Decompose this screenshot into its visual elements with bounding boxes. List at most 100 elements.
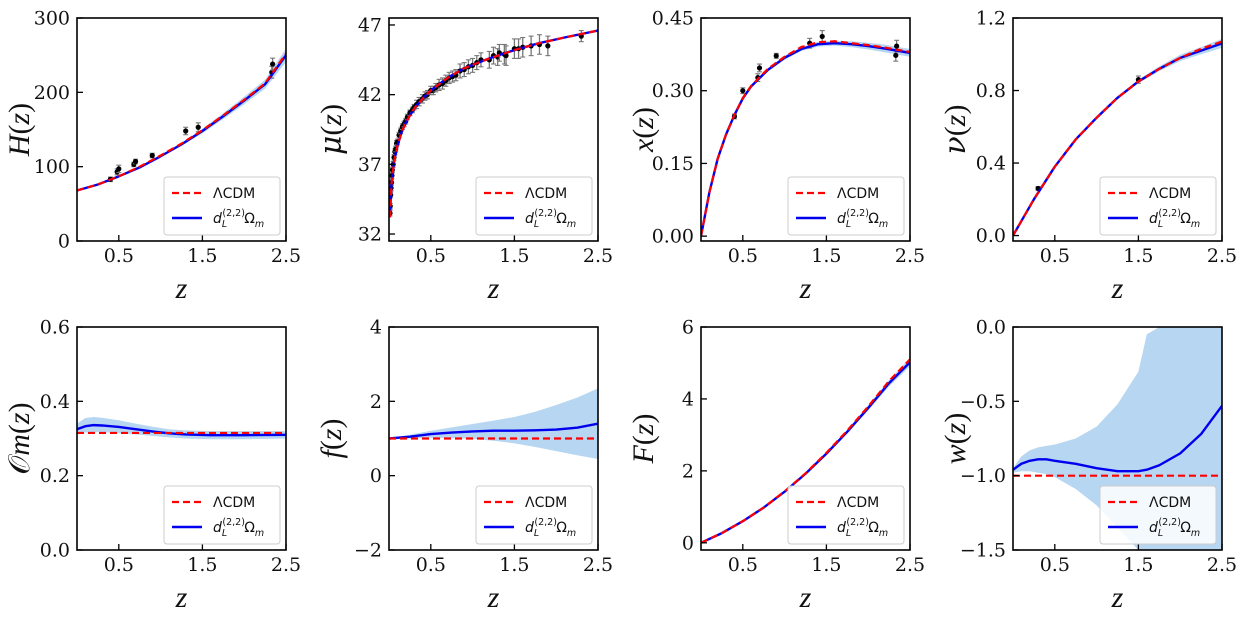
- legend-label-reconstruction: d(2,2) L Ωm: [837, 517, 888, 539]
- x-tick-label: 1.5: [187, 554, 217, 576]
- y-axis-label: F(z): [627, 413, 660, 464]
- subplot-5: 0.5 1.5 2.5 0.0 0.2 0.4 0.6 z 𝒪m(z) ΛCDM d(2,2) L Ωm: [2, 317, 301, 615]
- data-point: [195, 124, 201, 130]
- legend-label-lcdm: ΛCDM: [525, 495, 567, 511]
- x-axis-label: z: [487, 272, 500, 305]
- y-tick-label: 37: [358, 154, 382, 176]
- y-axis-label: 𝒪m(z): [2, 402, 37, 474]
- data-point: [819, 33, 825, 40]
- subplot-3: 0.5 1.5 2.5 0.00 0.15 0.30 0.45 z x(z) ΛCDM d(2,2)…: [627, 8, 925, 306]
- y-tick-label: 100: [34, 156, 70, 178]
- y-tick-label: 0.0: [976, 225, 1006, 247]
- legend-box: [475, 485, 593, 545]
- legend-label-reconstruction: d(2,2) L Ωm: [1149, 208, 1200, 230]
- legend: ΛCDM d(2,2) L Ωm: [163, 176, 281, 236]
- y-tick-label: 4: [370, 317, 382, 339]
- plot-area: [1013, 38, 1222, 237]
- axes-frame: [76, 17, 287, 242]
- plot-area: [77, 48, 286, 192]
- axes-frame: [388, 17, 599, 242]
- x-tick-label: 0.5: [104, 554, 134, 576]
- y-tick-label: 0: [370, 465, 382, 487]
- legend-label-reconstruction: d(2,2) L Ωm: [213, 208, 264, 230]
- x-tick-label: 0.5: [416, 554, 446, 576]
- x-tick-label: 2.5: [895, 554, 925, 576]
- reconstruction-curve: [389, 422, 598, 440]
- legend-label-lcdm: ΛCDM: [213, 495, 255, 511]
- x-tick-label: 0.5: [416, 245, 446, 267]
- reconstruction-curve: [1013, 405, 1222, 473]
- x-tick-label: 2.5: [895, 245, 925, 267]
- legend-label-reconstruction: d(2,2) L Ωm: [525, 517, 576, 539]
- x-tick-label: 2.5: [271, 245, 301, 267]
- y-tick-label: 0.4: [40, 391, 70, 413]
- data-point: [893, 52, 899, 58]
- x-axis-label: z: [1111, 581, 1124, 614]
- y-tick-label: 2: [682, 460, 694, 482]
- x-tick-label: 1.5: [1123, 554, 1153, 576]
- legend-label-lcdm: ΛCDM: [525, 186, 567, 202]
- y-tick-label: 300: [34, 8, 70, 30]
- legend-box: [163, 176, 281, 236]
- legend-box: [787, 485, 905, 545]
- legend: ΛCDM d(2,2) L Ωm: [163, 485, 281, 545]
- y-tick-label: 0.00: [652, 226, 694, 248]
- legend: ΛCDM d(2,2) L Ωm: [1099, 176, 1217, 236]
- y-tick-label: 2: [370, 391, 382, 413]
- lcdm-curve: [1013, 40, 1222, 237]
- axes-frame: [388, 326, 599, 551]
- data-point: [116, 166, 122, 172]
- legend-box: [1099, 176, 1217, 236]
- data-point: [183, 128, 189, 134]
- x-tick-label: 1.5: [811, 245, 841, 267]
- legend: ΛCDM d(2,2) L Ωm: [475, 485, 593, 545]
- y-tick-label: −1.5: [960, 540, 1006, 562]
- reconstruction-curve: [77, 54, 286, 192]
- y-tick-label: 0.2: [40, 465, 70, 487]
- reconstruction-curve: [77, 423, 286, 437]
- y-tick-label: 0.0: [40, 540, 70, 562]
- y-tick-label: 32: [358, 224, 382, 246]
- y-tick-label: 0.4: [976, 153, 1006, 175]
- y-tick-label: 0.30: [652, 80, 694, 102]
- axes-frame: [1012, 326, 1223, 551]
- y-axis-label: μ(z): [314, 104, 349, 155]
- plot-area: [77, 416, 286, 440]
- legend-box: [787, 176, 905, 236]
- subplot-6: 0.5 1.5 2.5 −2 0 2 4 z f(z) ΛCDM d(2,2) L Ωm: [315, 317, 613, 615]
- legend-label-reconstruction: d(2,2) L Ωm: [213, 517, 264, 539]
- subplot-1: 0.5 1.5 2.5 0 100 200 300 z H(z) ΛCDM d(2,2) L Ωm: [3, 8, 301, 306]
- y-tick-label: −2: [354, 540, 382, 562]
- data-point: [545, 43, 551, 49]
- y-tick-label: 0: [682, 532, 694, 554]
- lcdm-curve: [77, 53, 286, 192]
- legend: ΛCDM d(2,2) L Ωm: [787, 176, 905, 236]
- y-axis-label: H(z): [3, 103, 36, 157]
- x-tick-label: 2.5: [1207, 245, 1237, 267]
- lcdm-curve: [701, 358, 910, 544]
- y-tick-label: 4: [682, 388, 694, 410]
- x-tick-label: 0.5: [728, 554, 758, 576]
- legend: ΛCDM d(2,2) L Ωm: [475, 176, 593, 236]
- y-tick-label: 0.45: [652, 8, 694, 30]
- axes-frame: [1012, 17, 1223, 242]
- data-point: [149, 152, 155, 159]
- subplot-8: 0.5 1.5 2.5 −1.5 −1.0 −0.5 0.0 z w(z) ΛCDM d(2,2) L…: [939, 317, 1237, 615]
- y-axis-label: x(z): [627, 107, 660, 153]
- y-tick-label: 0.15: [652, 153, 694, 175]
- legend-label-lcdm: ΛCDM: [1149, 186, 1191, 202]
- legend-label-reconstruction: d(2,2) L Ωm: [837, 208, 888, 230]
- legend-box: [163, 485, 281, 545]
- axes-frame: [700, 326, 911, 551]
- x-tick-label: 0.5: [728, 245, 758, 267]
- x-tick-label: 1.5: [1123, 245, 1153, 267]
- x-axis-label: z: [175, 272, 188, 305]
- data-point: [270, 61, 276, 67]
- confidence-band: [389, 388, 598, 459]
- legend-label-reconstruction: d(2,2) L Ωm: [525, 208, 576, 230]
- lcdm-curve: [701, 40, 910, 237]
- legend: ΛCDM d(2,2) L Ωm: [1099, 485, 1217, 545]
- y-tick-label: 1.2: [976, 8, 1006, 30]
- lcdm-curve: [389, 29, 598, 218]
- x-axis-label: z: [1111, 272, 1124, 305]
